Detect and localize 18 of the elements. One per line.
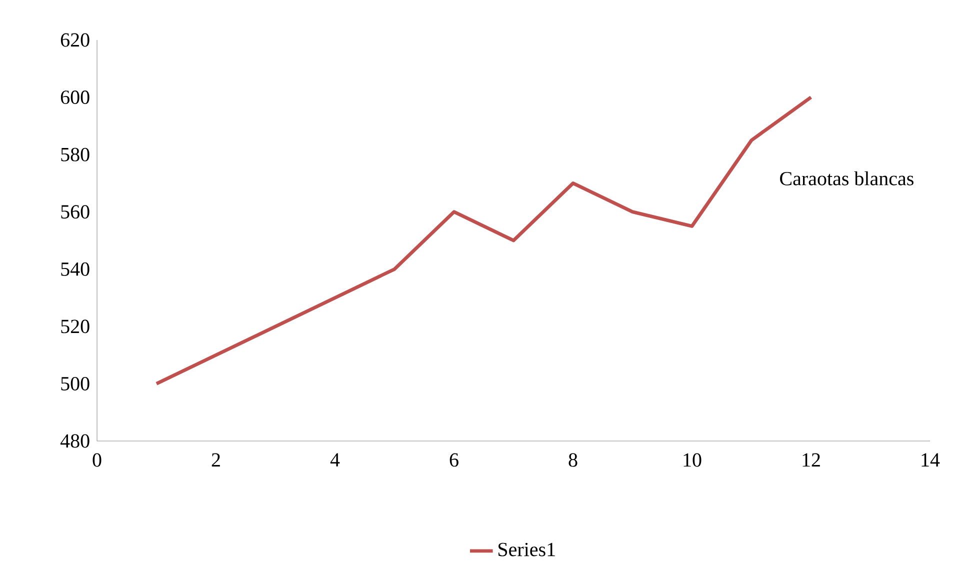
x-tick-label: 0 bbox=[92, 453, 102, 467]
x-tick-label: 12 bbox=[802, 453, 820, 466]
y-tick-label: 520 bbox=[61, 320, 90, 334]
x-tick-label: 14 bbox=[922, 453, 940, 466]
y-tick-label: 600 bbox=[60, 90, 90, 104]
y-tick-label: 560 bbox=[61, 205, 90, 219]
y-tick-label: 480 bbox=[60, 434, 90, 448]
x-tick-label: 10 bbox=[684, 453, 702, 467]
x-tick-label: 4 bbox=[330, 453, 340, 466]
y-tick-label: 500 bbox=[61, 376, 90, 390]
annotation: Caraotas blancas bbox=[780, 171, 914, 186]
x-tick-label: 2 bbox=[212, 453, 220, 466]
y-tick-label: 540 bbox=[61, 262, 90, 276]
x-tick-label: 6 bbox=[450, 453, 458, 467]
y-tick-label: 620 bbox=[60, 33, 90, 47]
x-tick-label: 8 bbox=[568, 453, 578, 467]
y-tick-label: 580 bbox=[61, 148, 90, 162]
legend-label: Series1 bbox=[498, 542, 555, 556]
